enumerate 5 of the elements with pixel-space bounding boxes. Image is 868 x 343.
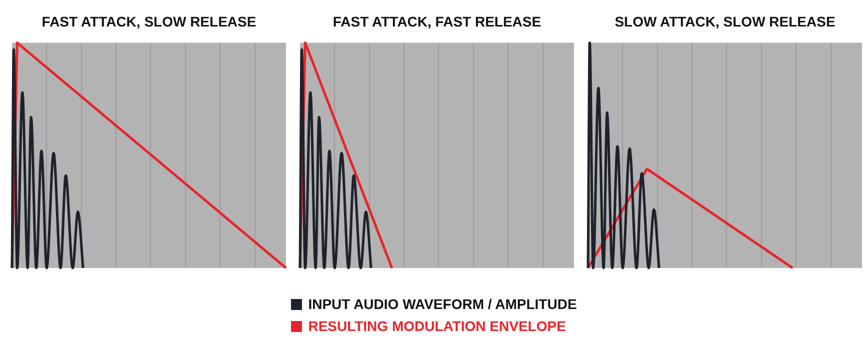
legend-label: RESULTING MODULATION ENVELOPE xyxy=(308,318,566,334)
legend-label: INPUT AUDIO WAVEFORM / AMPLITUDE xyxy=(308,296,577,312)
chart-title: FAST ATTACK, FAST RELEASE xyxy=(332,13,542,30)
chart-title: SLOW ATTACK, SLOW RELEASE xyxy=(614,13,836,30)
chart-title: FAST ATTACK, SLOW RELEASE xyxy=(42,13,256,30)
